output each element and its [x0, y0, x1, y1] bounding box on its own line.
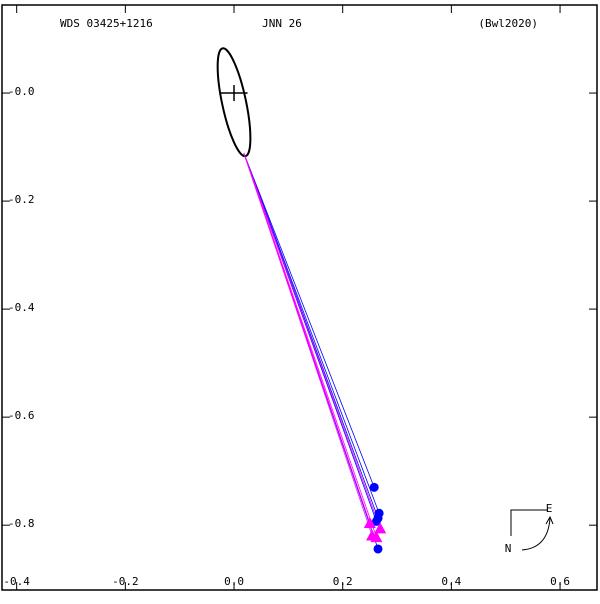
y-tick-label: -0.8: [8, 517, 35, 530]
observation-point: [373, 544, 383, 554]
residual-line: [243, 152, 375, 488]
y-tick-label: -0.6: [8, 409, 35, 422]
compass-arrowhead: [545, 515, 554, 525]
y-tick-label: -0.4: [8, 301, 35, 314]
compass-north: N: [505, 542, 512, 555]
x-tick-label: -0.4: [3, 575, 30, 588]
residual-line: [243, 152, 381, 529]
plot-frame: [1, 4, 598, 591]
compass-east: E: [546, 502, 553, 515]
residual-line: [243, 152, 380, 514]
x-tick-label: 0.4: [441, 575, 461, 588]
compass: E N: [505, 502, 554, 555]
x-tick-label: 0.0: [224, 575, 244, 588]
orbit-ellipse: [216, 47, 252, 158]
x-tick-label: -0.2: [112, 575, 139, 588]
x-tick-label: 0.2: [333, 575, 353, 588]
observation-point: [363, 517, 376, 529]
observation-point: [369, 482, 379, 492]
title-left: WDS 03425+1216: [60, 17, 153, 30]
compass-arrow: [510, 509, 548, 536]
y-tick-label: -0.0: [8, 85, 35, 98]
observation-point: [374, 522, 387, 534]
title-right: (Bwl2020): [478, 17, 538, 30]
observation-point: [370, 531, 383, 543]
x-tick-label: 0.6: [550, 575, 570, 588]
observation-point: [371, 516, 381, 526]
title-center: JNN 26: [262, 17, 302, 30]
residual-line: [243, 152, 373, 536]
y-tick-label: -0.2: [8, 193, 35, 206]
residual-line: [243, 152, 377, 538]
compass-curve: [521, 517, 551, 551]
